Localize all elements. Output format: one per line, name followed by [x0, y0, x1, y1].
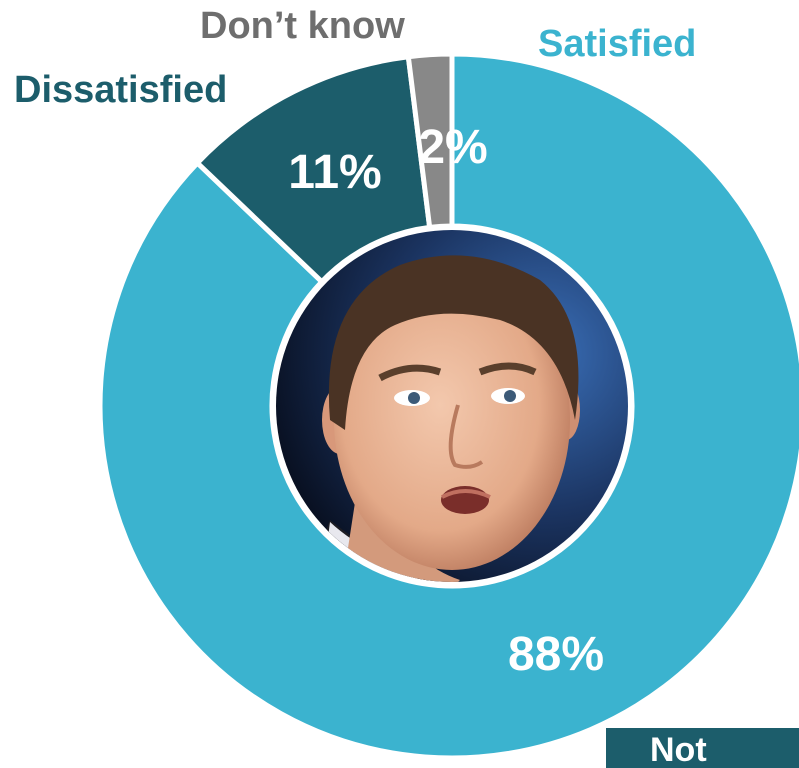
- category-label-satisfied: Satisfied: [538, 23, 696, 65]
- note-label: Not: [650, 731, 707, 768]
- data-label-satisfied: 88%: [508, 628, 604, 681]
- category-label-dont-know: Don’t know: [200, 5, 405, 47]
- data-label-dont-know: 2%: [418, 121, 487, 174]
- category-label-dissatisfied: Dissatisfied: [14, 69, 227, 111]
- data-label-dissatisfied: 11%: [288, 146, 381, 199]
- note-box: Not: [606, 728, 799, 768]
- donut-slices: [97, 51, 799, 756]
